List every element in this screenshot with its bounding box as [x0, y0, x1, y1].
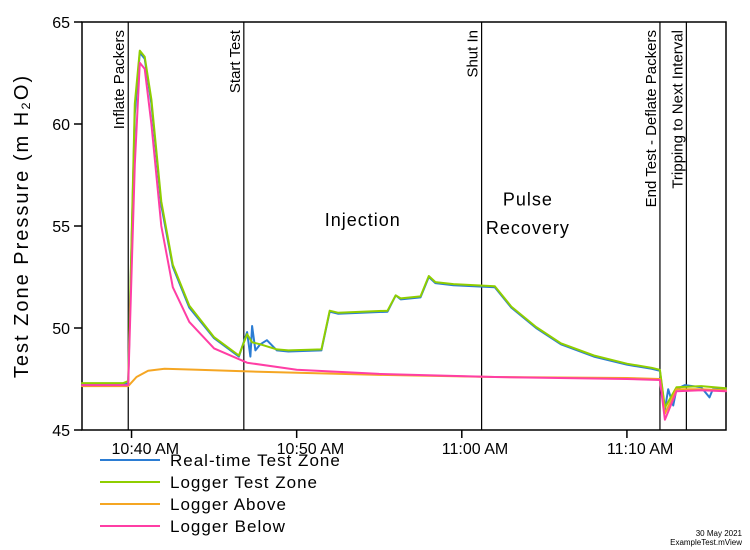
legend-label: Logger Above	[170, 495, 287, 514]
footer-file: ExampleTest.mView	[670, 538, 742, 547]
event-label: Shut In	[465, 30, 482, 78]
y-tick-label: 55	[52, 219, 70, 236]
pressure-chart: 455055606510:40 AM10:50 AM11:00 AM11:10 …	[0, 0, 750, 550]
series-line	[82, 53, 726, 410]
y-tick-label: 65	[52, 15, 70, 32]
y-tick-label: 45	[52, 423, 70, 440]
legend-label: Logger Test Zone	[170, 473, 318, 492]
event-label: Start Test	[227, 29, 244, 93]
x-tick-label: 10:40 AM	[112, 441, 180, 458]
series-line	[82, 51, 726, 408]
legend-label: Logger Below	[170, 517, 286, 536]
event-label: Tripping to Next Interval	[669, 30, 686, 189]
annotation-label: Pulse	[503, 190, 553, 210]
legend-label: Real-time Test Zone	[170, 451, 341, 470]
y-tick-label: 50	[52, 321, 70, 338]
annotation-label: Recovery	[486, 218, 570, 238]
event-label: End Test - Deflate Packers	[643, 30, 660, 207]
series-line	[82, 63, 726, 420]
x-tick-label: 11:00 AM	[442, 441, 508, 458]
footer-date: 30 May 2021	[696, 529, 743, 538]
x-tick-label: 11:10 AM	[607, 441, 673, 458]
y-tick-label: 60	[52, 117, 70, 134]
event-label: Inflate Packers	[111, 30, 128, 129]
annotation-label: Injection	[325, 210, 401, 230]
y-axis-title: Test Zone Pressure (m H₂O)	[11, 74, 33, 378]
